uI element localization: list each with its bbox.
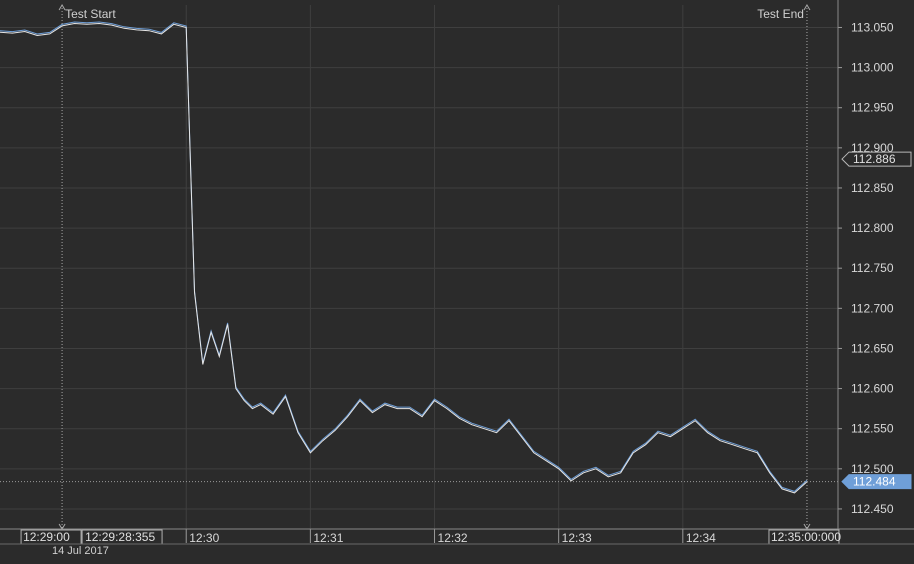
bid-series-line bbox=[0, 22, 808, 494]
date-label: 14 Jul 2017 bbox=[52, 545, 109, 557]
marker-layer: Test Start 12:29:00 Test End 12:35:00:000 12… bbox=[0, 4, 841, 545]
y-tick-label: 112.500 bbox=[851, 462, 894, 476]
x-tick-label: 12:34 bbox=[686, 531, 716, 545]
y-tick-label: 112.900 bbox=[851, 141, 894, 155]
marker-arrow-up bbox=[58, 4, 66, 11]
y-tick-label: 112.850 bbox=[851, 181, 894, 195]
y-tick-label: 112.650 bbox=[851, 341, 894, 355]
y-tick-label: 112.950 bbox=[851, 101, 894, 115]
price-label-text: 112.886 bbox=[853, 152, 896, 166]
marker-label: Test Start bbox=[65, 7, 116, 21]
cursor-time-label: 12:29:28:355 bbox=[85, 530, 155, 544]
y-tick-label: 112.700 bbox=[851, 301, 894, 315]
y-tick-label: 113.000 bbox=[851, 61, 894, 75]
x-tick-label: 12:33 bbox=[562, 531, 592, 545]
grid-lines bbox=[0, 5, 838, 529]
x-tick-label: 12:32 bbox=[438, 531, 468, 545]
y-tick-label: 112.550 bbox=[851, 422, 894, 436]
x-tick-label: 12:31 bbox=[313, 531, 343, 545]
x-tick-label: 12:30 bbox=[189, 531, 219, 545]
price-label-box bbox=[841, 474, 912, 490]
y-tick-label: 112.450 bbox=[851, 502, 894, 516]
series-layer bbox=[0, 21, 808, 494]
y-tick-label: 112.600 bbox=[851, 382, 894, 396]
marker-arrow-up bbox=[803, 4, 811, 11]
y-axis: 113.050 113.000 112.950 112.900 112.850 112.8… bbox=[837, 0, 912, 529]
x-axis: 12:30 12:31 12:32 12:33 12:34 bbox=[0, 528, 914, 545]
marker-time-label: 12:29:00 bbox=[23, 530, 70, 544]
ask-series-line bbox=[0, 21, 808, 492]
marker-time-label: 12:35:00:000 bbox=[771, 530, 841, 544]
price-label-box bbox=[841, 151, 912, 167]
y-tick-label: 112.800 bbox=[851, 221, 894, 235]
marker-label: Test End bbox=[757, 7, 804, 21]
y-tick-label: 113.050 bbox=[851, 20, 894, 34]
price-label-text: 112.484 bbox=[853, 475, 896, 489]
y-tick-label: 112.750 bbox=[851, 261, 894, 275]
